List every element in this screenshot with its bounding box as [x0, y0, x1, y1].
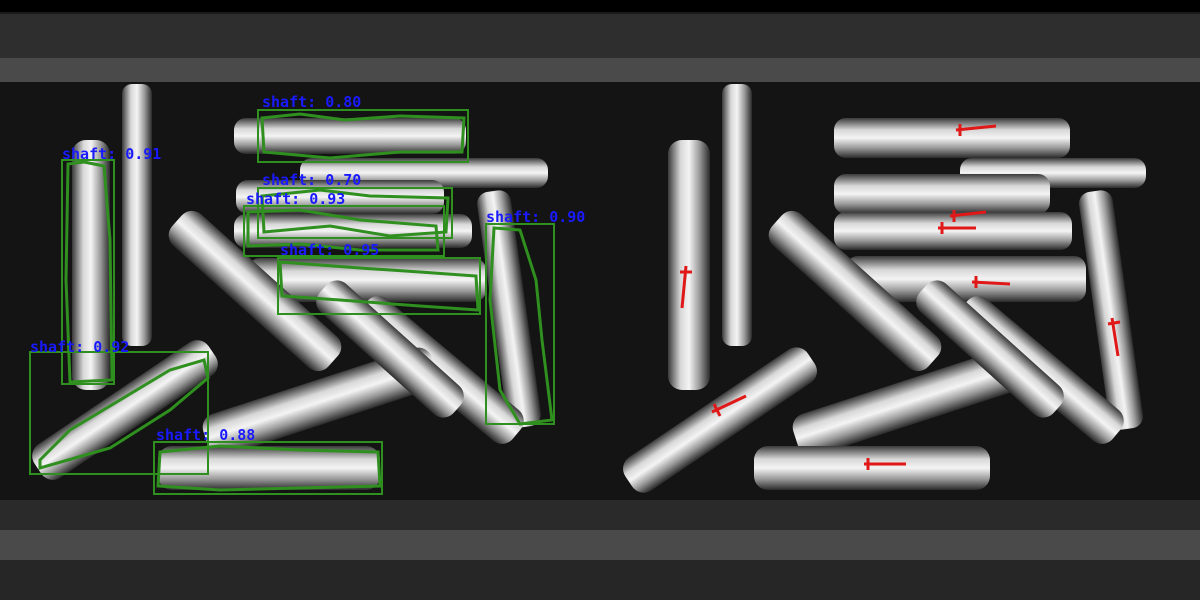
detection-label: shaft: 0.92 — [30, 338, 130, 356]
detection-label: shaft: 0.70 — [262, 171, 362, 189]
pose-marker — [864, 458, 906, 470]
detection-label: shaft: 0.88 — [156, 426, 256, 444]
bin-scene-right — [600, 0, 1200, 600]
pose-panel — [600, 0, 1200, 600]
pose-marker — [949, 210, 987, 222]
detection-panel: shaft: 0.80 shaft: 0.91 shaft: 0.70 shaf… — [0, 0, 600, 600]
pose-marker — [938, 222, 976, 234]
pose-marker — [955, 124, 997, 136]
detection-label: shaft: 0.93 — [246, 190, 346, 208]
pose-marker — [971, 276, 1011, 288]
detection-boxes — [29, 109, 555, 495]
shaft-parts — [623, 84, 1146, 493]
pose-marker — [711, 394, 747, 417]
grasp-pose-markers — [680, 124, 1121, 470]
detection-label: shaft: 0.95 — [280, 241, 380, 259]
detection-label: shaft: 0.80 — [262, 93, 362, 111]
detection-label: shaft: 0.91 — [62, 145, 162, 163]
pose-marker — [1107, 317, 1121, 357]
segmentation-masks — [38, 112, 554, 492]
pose-marker — [680, 265, 692, 309]
detection-label: shaft: 0.90 — [486, 208, 586, 226]
bin-scene-left — [0, 0, 600, 600]
